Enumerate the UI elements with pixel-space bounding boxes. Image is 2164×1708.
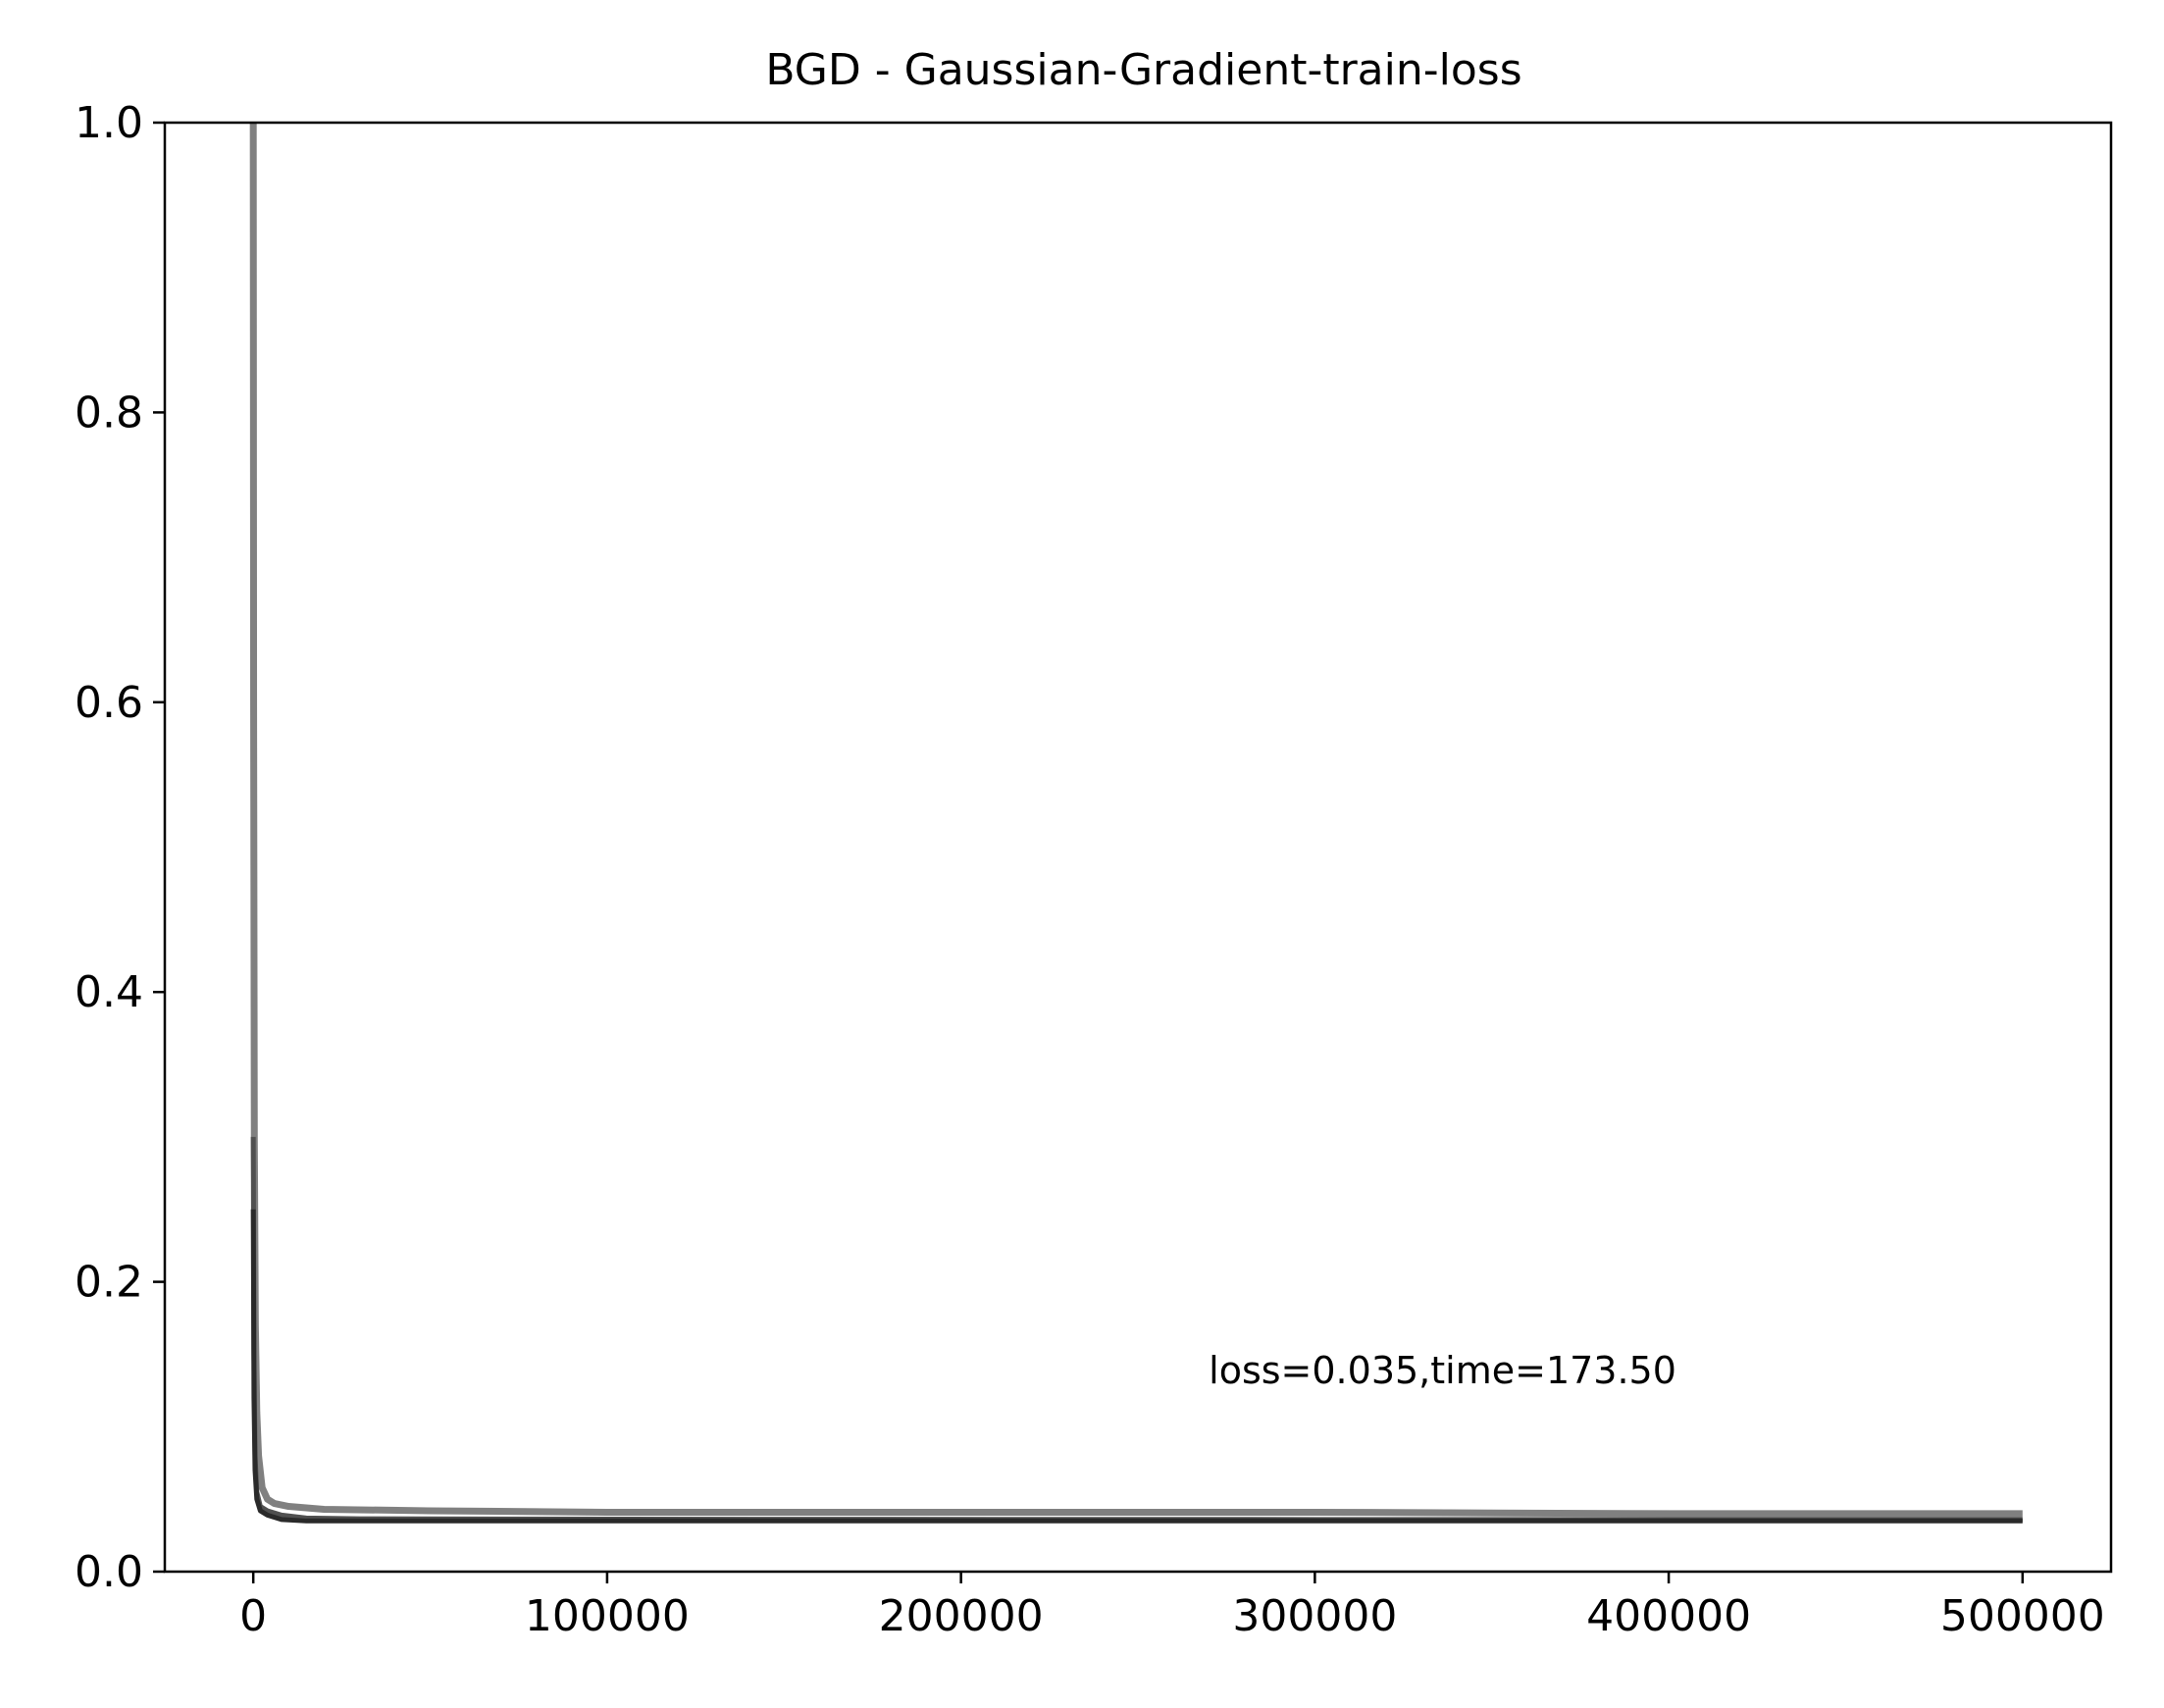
y-tick-label: 0.0 bbox=[75, 1547, 143, 1597]
x-tick-label: 400000 bbox=[1586, 1591, 1751, 1641]
y-tick-label: 0.4 bbox=[75, 967, 143, 1017]
series-line-3 bbox=[250, 1209, 2023, 1524]
axes-frame bbox=[163, 121, 2113, 1574]
series-group bbox=[249, 123, 2023, 1524]
x-tick-label: 300000 bbox=[1232, 1591, 1397, 1641]
y-tick-label: 0.8 bbox=[75, 388, 143, 438]
plot-area: 0 100000 200000 300000 400000 500000 0.0 0.2 0.4… bbox=[75, 98, 2113, 1641]
y-tick-label: 0.2 bbox=[75, 1258, 143, 1308]
x-tick-label: 200000 bbox=[879, 1591, 1044, 1641]
x-tick-label: 100000 bbox=[525, 1591, 690, 1641]
loss-time-annotation: loss=0.035,time=173.50 bbox=[1209, 1349, 1676, 1392]
chart-title: BGD - Gaussian-Gradient-train-loss bbox=[765, 45, 1521, 95]
y-tick-label: 0.6 bbox=[75, 678, 143, 728]
y-tick-label: 1.0 bbox=[75, 98, 143, 148]
x-tick-label: 0 bbox=[239, 1591, 267, 1641]
x-tick-label: 500000 bbox=[1940, 1591, 2105, 1641]
